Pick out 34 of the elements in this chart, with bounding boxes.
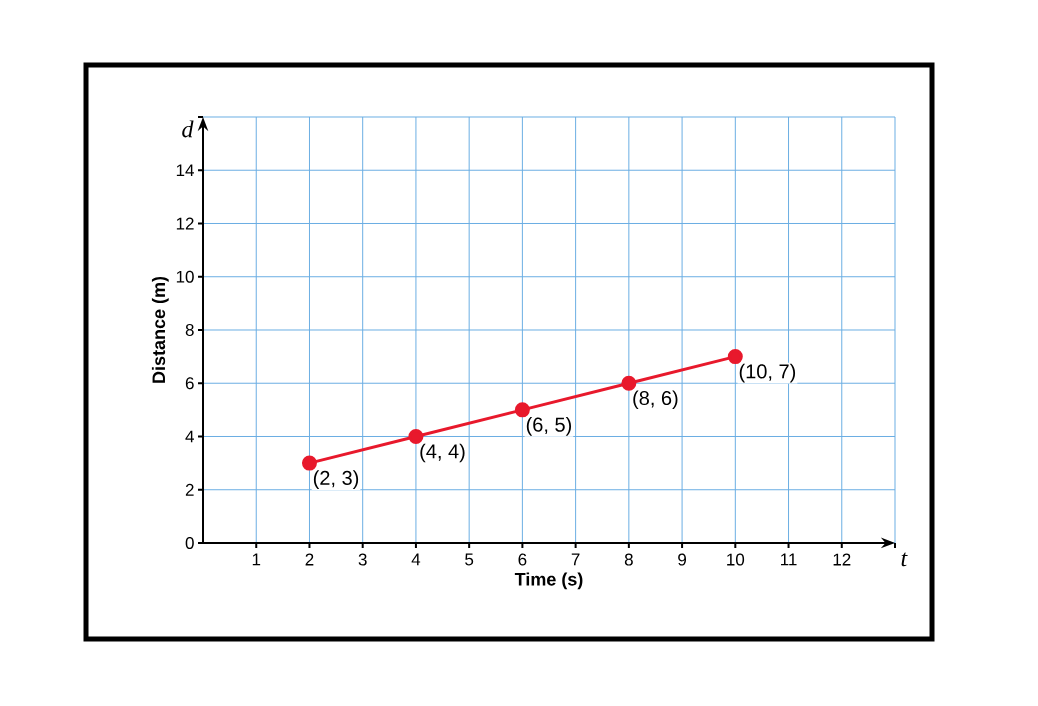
point bbox=[514, 402, 530, 418]
x-axis-title: Time (s) bbox=[514, 572, 583, 590]
text: d bbox=[182, 120, 194, 138]
y-tick-label: 14 bbox=[176, 164, 194, 177]
x-tick-label: 5 bbox=[465, 553, 474, 566]
y-tick-label: 4 bbox=[185, 430, 194, 443]
text: (6, 5) bbox=[526, 417, 572, 436]
text: (10, 7) bbox=[739, 363, 796, 383]
text: (4, 4) bbox=[420, 443, 465, 463]
point bbox=[301, 455, 317, 471]
x-tick-label: 4 bbox=[411, 553, 421, 566]
point bbox=[727, 349, 743, 365]
x-tick-label: 12 bbox=[833, 553, 851, 566]
x-tick-label: 3 bbox=[358, 553, 367, 566]
y-tick-label: 12 bbox=[176, 217, 194, 230]
y-axis-title: Distance (m) bbox=[151, 276, 169, 383]
x-tick-label: 1 bbox=[252, 553, 261, 566]
x-tick-label: 7 bbox=[571, 553, 580, 566]
x-tick-label: 6 bbox=[518, 553, 527, 566]
point bbox=[621, 375, 637, 391]
y-tick-label: 6 bbox=[185, 377, 194, 390]
y-tick-label: 0 bbox=[185, 536, 194, 550]
x-tick-label: 8 bbox=[624, 553, 633, 566]
point bbox=[408, 428, 424, 444]
text: (8, 6) bbox=[633, 390, 678, 410]
y-tick-label: 10 bbox=[176, 270, 194, 283]
x-tick-label: 11 bbox=[781, 553, 797, 566]
text: t bbox=[901, 552, 908, 567]
text: (2, 3) bbox=[313, 470, 359, 489]
x-tick-label: 2 bbox=[305, 553, 314, 566]
y-tick-label: 8 bbox=[185, 323, 194, 337]
x-tick-label: 10 bbox=[727, 553, 745, 566]
y-tick-label: 2 bbox=[185, 483, 194, 496]
x-tick-label: 9 bbox=[678, 553, 687, 566]
